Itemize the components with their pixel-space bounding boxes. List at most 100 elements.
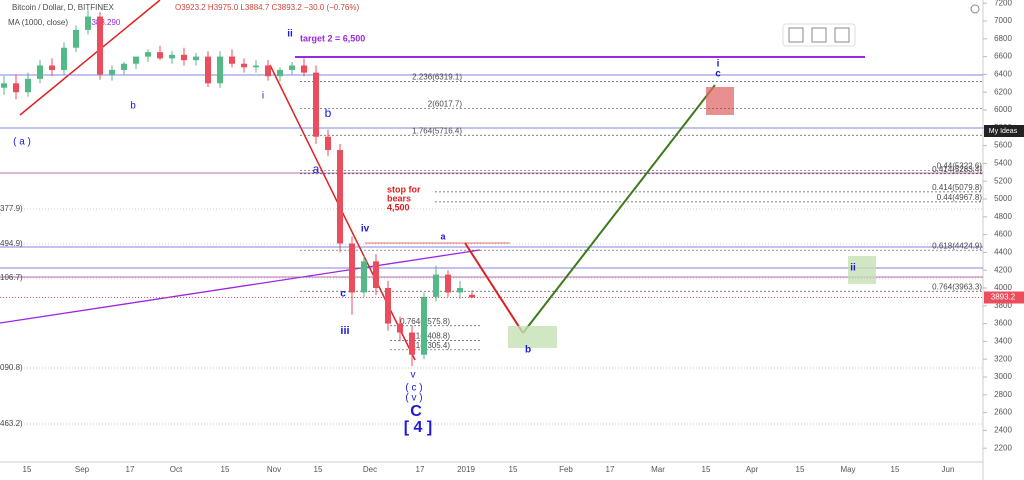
toolbar bbox=[782, 4, 980, 47]
candle-body bbox=[49, 65, 55, 70]
settings-icon[interactable] bbox=[970, 4, 980, 14]
candle-body bbox=[289, 65, 295, 70]
y-tick-label: 7200 bbox=[994, 0, 1012, 7]
y-tick-label: 4200 bbox=[994, 265, 1012, 274]
y-tick-label: 7000 bbox=[994, 16, 1012, 25]
x-tick-label: 2019 bbox=[457, 465, 475, 474]
y-tick-label: 4600 bbox=[994, 230, 1012, 239]
candle-body bbox=[133, 56, 139, 64]
y-tick-label: 2400 bbox=[994, 426, 1012, 435]
candle-body bbox=[349, 243, 355, 293]
x-tick-label: 15 bbox=[314, 465, 323, 474]
y-tick-label: 6000 bbox=[994, 105, 1012, 114]
candle-body bbox=[121, 63, 127, 70]
tool-button[interactable] bbox=[811, 27, 827, 43]
last-price-label: 3893.2 bbox=[991, 293, 1016, 302]
drawings bbox=[0, 0, 983, 361]
wave-label: ii bbox=[850, 263, 856, 274]
wave-label: ( a ) bbox=[13, 137, 31, 148]
y-tick-label: 3000 bbox=[994, 372, 1012, 381]
wave-label: target 2 = 6,500 bbox=[300, 33, 365, 43]
candle-body bbox=[25, 78, 31, 93]
ideas-tag bbox=[984, 125, 1024, 137]
fib-label: 0.44(5322.6) bbox=[937, 161, 983, 170]
wave-label: v bbox=[411, 370, 416, 381]
ideas-label: My Ideas bbox=[989, 128, 1018, 135]
x-tick-label: Apr bbox=[746, 465, 759, 474]
y-tick-label: 5000 bbox=[994, 194, 1012, 203]
y-tick-label: 6200 bbox=[994, 87, 1012, 96]
target-box bbox=[848, 256, 876, 284]
cut-label: 494.9) bbox=[0, 239, 23, 248]
fib-label: 0.414(5283.4) bbox=[932, 165, 982, 174]
candle-body bbox=[61, 47, 67, 70]
candle-body bbox=[37, 65, 43, 79]
y-tick-label: 5600 bbox=[994, 141, 1012, 150]
x-tick-label: 17 bbox=[126, 465, 135, 474]
trend-line bbox=[19, 0, 161, 116]
target-box bbox=[508, 326, 557, 348]
x-tick-label: 15 bbox=[796, 465, 805, 474]
x-tick-label: Mar bbox=[651, 465, 665, 474]
candle-body bbox=[457, 288, 463, 293]
y-tick-label: 3400 bbox=[994, 337, 1012, 346]
candles bbox=[1, 10, 475, 367]
wave-label: i bbox=[262, 91, 264, 102]
symbol: Bitcoin / Dollar, D, BITFINEX bbox=[12, 3, 114, 12]
cut-label: 090.8) bbox=[0, 363, 23, 372]
wave-label: c bbox=[715, 69, 721, 80]
candle-body bbox=[397, 323, 403, 333]
y-tick-label: 2800 bbox=[994, 390, 1012, 399]
candle-body bbox=[73, 29, 79, 48]
wave-label: b bbox=[130, 101, 136, 112]
ohlc: O3923.2 H3975.0 L3884.7 C3893.2 −30.0 (−… bbox=[175, 3, 359, 12]
x-tick-label: Nov bbox=[267, 465, 281, 474]
fib-label: 2.236(6319.1) bbox=[412, 73, 462, 82]
cut-label: 377.9) bbox=[0, 204, 23, 213]
wave-label: ii bbox=[287, 29, 293, 40]
projection-down bbox=[464, 242, 524, 334]
x-tick-label: 17 bbox=[606, 465, 615, 474]
candle-body bbox=[433, 274, 439, 297]
candle-body bbox=[181, 54, 187, 61]
x-tick-label: May bbox=[840, 465, 855, 474]
wave-label: b bbox=[325, 106, 332, 120]
x-tick-label: 17 bbox=[416, 465, 425, 474]
candle-body bbox=[409, 332, 415, 355]
wave-label: i bbox=[717, 59, 720, 70]
tool-button[interactable] bbox=[788, 27, 804, 43]
wave-label: ( v ) bbox=[405, 393, 422, 404]
y-tick-label: 6800 bbox=[994, 34, 1012, 43]
indicator: MA (1000, close) bbox=[8, 18, 68, 27]
wave-label: ( c ) bbox=[405, 383, 422, 394]
toolbar-box bbox=[782, 23, 856, 47]
wave-label: a bbox=[313, 162, 320, 176]
y-tick-label: 5200 bbox=[994, 176, 1012, 185]
x-tick-label: 15 bbox=[221, 465, 230, 474]
x-tick-label: Oct bbox=[170, 465, 183, 474]
y-tick-label: 2200 bbox=[994, 443, 1012, 452]
candle-body bbox=[217, 56, 223, 84]
y-tick-label: 5400 bbox=[994, 159, 1012, 168]
x-tick-label: Feb bbox=[559, 465, 573, 474]
wave-label: [ 4 ] bbox=[404, 419, 432, 436]
candle-body bbox=[205, 56, 211, 84]
x-tick-label: 15 bbox=[891, 465, 900, 474]
candle-body bbox=[193, 56, 199, 61]
candle-body bbox=[229, 56, 235, 64]
candle-body bbox=[277, 69, 283, 77]
target-box bbox=[706, 87, 734, 115]
candle-body bbox=[157, 52, 163, 59]
x-tick-label: Jun bbox=[942, 465, 955, 474]
candle-body bbox=[145, 52, 151, 57]
y-tick-label: 2600 bbox=[994, 408, 1012, 417]
candle-body bbox=[301, 65, 307, 73]
candle-body bbox=[313, 72, 319, 137]
candle-body bbox=[421, 296, 427, 355]
fib-label: 2(6017.7) bbox=[428, 100, 463, 109]
fib-label: 1.764(5716.4) bbox=[412, 126, 462, 135]
tool-button[interactable] bbox=[834, 27, 850, 43]
candle-body bbox=[253, 65, 259, 68]
candle-body bbox=[373, 261, 379, 289]
